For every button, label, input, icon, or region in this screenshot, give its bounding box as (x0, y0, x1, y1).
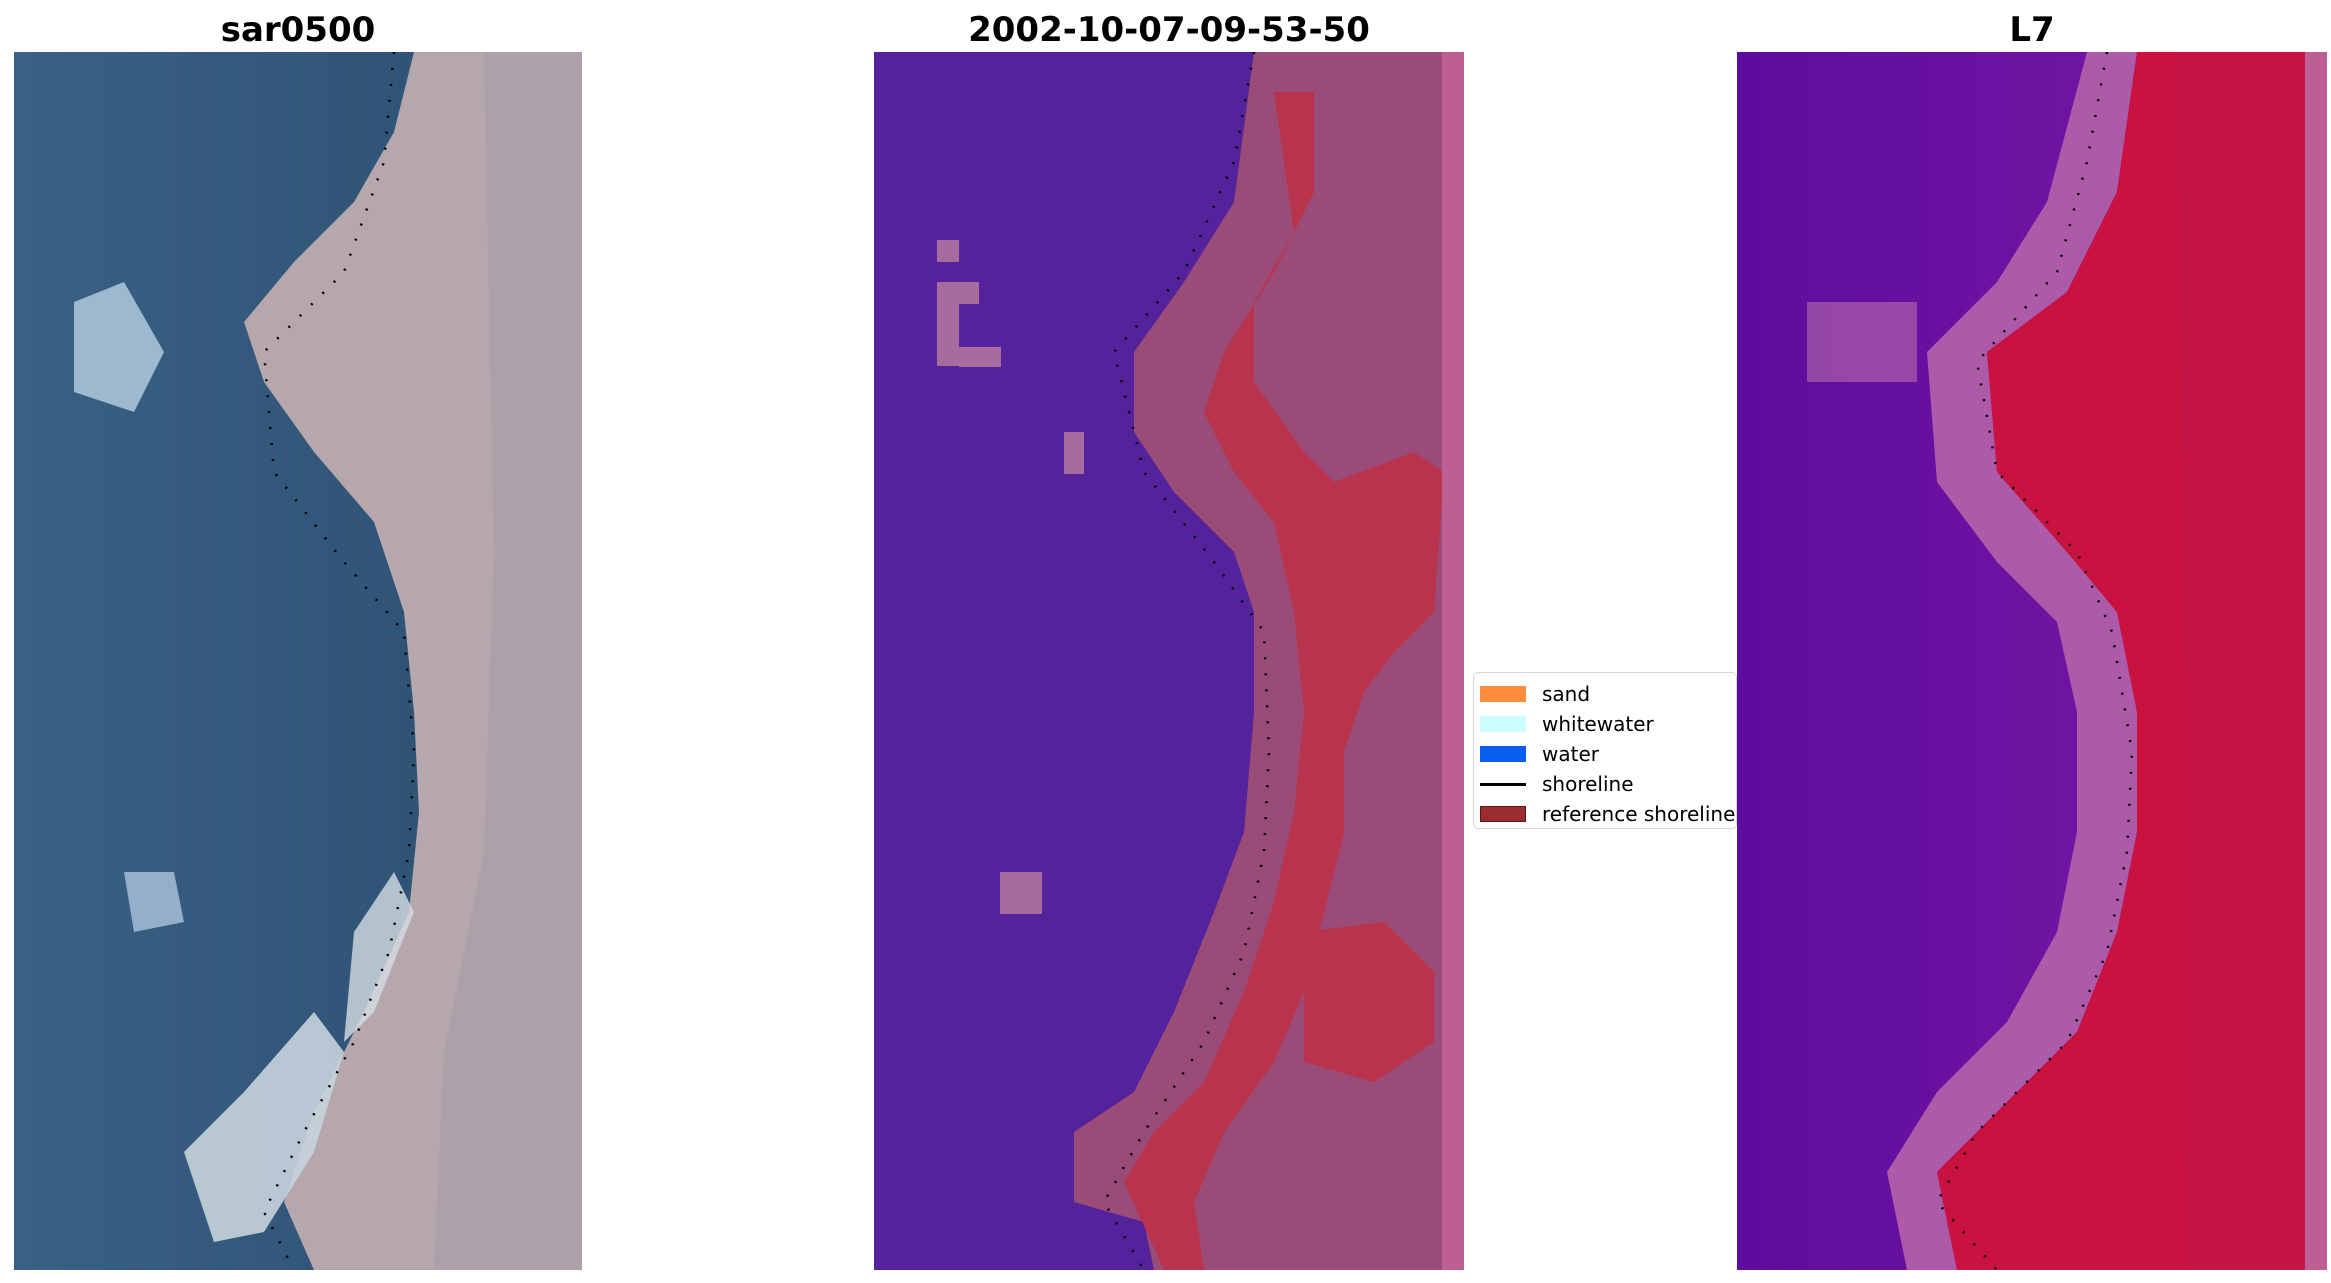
legend: sand whitewater water shoreline referenc… (1473, 672, 1737, 829)
panel-title-rgb: sar0500 (220, 10, 376, 50)
legend-label-water: water (1542, 742, 1599, 766)
legend-label-reference-shoreline: reference shoreline (1542, 802, 1736, 826)
legend-item-reference-shoreline: reference shoreline (1480, 799, 1736, 828)
classified-image (874, 52, 1464, 1270)
legend-swatch-reference-shoreline (1480, 806, 1526, 822)
legend-label-shoreline: shoreline (1542, 772, 1634, 796)
legend-item-sand: sand (1480, 679, 1736, 709)
legend-item-water: water (1480, 739, 1736, 769)
legend-label-whitewater: whitewater (1542, 712, 1654, 736)
legend-line-shoreline (1480, 782, 1526, 786)
legend-swatch-whitewater (1480, 716, 1526, 732)
panel-title-index: L7 (2009, 10, 2055, 50)
panel-title-classified: 2002-10-07-09-53-50 (968, 10, 1370, 50)
legend-swatch-water (1480, 746, 1526, 762)
rgb-image (14, 52, 582, 1270)
legend-item-shoreline: shoreline (1480, 769, 1736, 799)
legend-label-sand: sand (1542, 682, 1591, 706)
rgb-image-panel (14, 52, 582, 1270)
index-image-panel (1737, 52, 2327, 1270)
legend-item-whitewater: whitewater (1480, 709, 1736, 739)
classified-image-panel (874, 52, 1464, 1270)
index-image (1737, 52, 2327, 1270)
legend-swatch-sand (1480, 686, 1526, 702)
